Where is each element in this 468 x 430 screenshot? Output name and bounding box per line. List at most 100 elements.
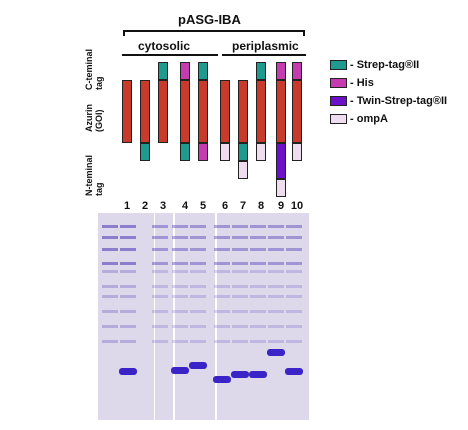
gel-faint-band bbox=[102, 262, 118, 265]
gel-faint-band bbox=[268, 340, 284, 343]
gel-faint-band bbox=[232, 248, 248, 251]
legend-label-1: - His bbox=[350, 77, 374, 89]
azurin-bar-lane-10 bbox=[292, 80, 302, 143]
gel-faint-band bbox=[120, 325, 136, 328]
gel-faint-band bbox=[214, 295, 230, 298]
gel-faint-band bbox=[120, 310, 136, 313]
gel-faint-band bbox=[120, 236, 136, 239]
gel-faint-band bbox=[232, 262, 248, 265]
gel-panel-left bbox=[98, 213, 154, 420]
gel-faint-band bbox=[120, 295, 136, 298]
lane-numbers: 1 2 3 4 5 6 7 8 9 10 bbox=[0, 200, 468, 214]
gel-faint-band bbox=[152, 225, 168, 228]
periplasmic-bracket bbox=[222, 54, 306, 59]
gel-faint-band bbox=[190, 270, 206, 273]
gel-faint-band bbox=[172, 310, 188, 313]
legend-label-3: - ompA bbox=[350, 113, 388, 125]
n-tag-lane-10-ompA bbox=[292, 143, 302, 161]
n-tag-lane-7-ompA bbox=[238, 161, 248, 179]
gel-faint-band bbox=[268, 248, 284, 251]
gel-faint-band bbox=[286, 325, 302, 328]
gel-faint-band bbox=[120, 248, 136, 251]
lane-number-7: 7 bbox=[239, 200, 247, 212]
gel-faint-band bbox=[190, 262, 206, 265]
gel-faint-band bbox=[250, 285, 266, 288]
c-tag-lane-10 bbox=[292, 62, 302, 80]
n-tag-lane-7-strep bbox=[238, 143, 248, 161]
gel-faint-band bbox=[120, 285, 136, 288]
periplasmic-label: periplasmic bbox=[232, 39, 299, 53]
gel-faint-band bbox=[172, 262, 188, 265]
gel-faint-band bbox=[190, 310, 206, 313]
gel-faint-band bbox=[120, 225, 136, 228]
gel-faint-band bbox=[286, 270, 302, 273]
expression-band-lane-4 bbox=[171, 367, 189, 374]
gel-faint-band bbox=[232, 225, 248, 228]
azurin-bar-lane-4 bbox=[180, 80, 190, 143]
azurin-bar-lane-3 bbox=[158, 80, 168, 143]
gel-panel-lane3 bbox=[155, 213, 173, 420]
c-tag-lane-8 bbox=[256, 62, 266, 80]
figure-title: pASG-IBA bbox=[178, 12, 241, 27]
gel-faint-band bbox=[214, 310, 230, 313]
gel-panel-cyto45 bbox=[175, 213, 215, 420]
gel-faint-band bbox=[250, 295, 266, 298]
n-tag-lane-6-ompA bbox=[220, 143, 230, 161]
gel-faint-band bbox=[172, 270, 188, 273]
gel-faint-band bbox=[286, 340, 302, 343]
lane-number-10: 10 bbox=[290, 200, 304, 212]
gel-faint-band bbox=[152, 340, 168, 343]
legend-label-0: - Strep-tag®II bbox=[350, 59, 420, 71]
gel-faint-band bbox=[268, 325, 284, 328]
gel-faint-band bbox=[286, 285, 302, 288]
gel-faint-band bbox=[152, 270, 168, 273]
gel-faint-band bbox=[102, 325, 118, 328]
gel-faint-band bbox=[286, 310, 302, 313]
legend: - Strep-tag®II - His - Twin-Strep-tag®II - … bbox=[330, 59, 468, 130]
gel-faint-band bbox=[172, 225, 188, 228]
gel-faint-band bbox=[232, 270, 248, 273]
gel-faint-band bbox=[172, 325, 188, 328]
title-bracket bbox=[123, 30, 305, 36]
n-tag-lane-8-ompA bbox=[256, 143, 266, 161]
gel-faint-band bbox=[172, 340, 188, 343]
n-tag-lane-2-strep bbox=[140, 143, 150, 161]
gel-faint-band bbox=[214, 262, 230, 265]
lane-number-3: 3 bbox=[159, 200, 167, 212]
gel-faint-band bbox=[214, 248, 230, 251]
expression-band-lane-5 bbox=[189, 362, 207, 369]
gel-faint-band bbox=[232, 340, 248, 343]
gel-faint-band bbox=[268, 262, 284, 265]
gel-faint-band bbox=[268, 285, 284, 288]
gel-faint-band bbox=[268, 295, 284, 298]
gel-faint-band bbox=[286, 236, 302, 239]
gel-faint-band bbox=[286, 248, 302, 251]
lane-number-4: 4 bbox=[181, 200, 189, 212]
lane-number-2: 2 bbox=[141, 200, 149, 212]
gel-faint-band bbox=[190, 248, 206, 251]
gel-faint-band bbox=[172, 236, 188, 239]
gel-faint-band bbox=[152, 236, 168, 239]
gel-faint-band bbox=[152, 295, 168, 298]
gel-faint-band bbox=[102, 310, 118, 313]
gel-faint-band bbox=[152, 248, 168, 251]
gel-faint-band bbox=[102, 236, 118, 239]
lane-number-1: 1 bbox=[123, 200, 131, 212]
azurin-bar-lane-9 bbox=[276, 80, 286, 143]
expression-band-lane-9 bbox=[267, 349, 285, 356]
legend-swatch-3 bbox=[330, 114, 347, 124]
lane-number-6: 6 bbox=[221, 200, 229, 212]
gel-faint-band bbox=[190, 340, 206, 343]
expression-band-lane-10 bbox=[285, 368, 303, 375]
gel-faint-band bbox=[172, 295, 188, 298]
expression-band-lane-7 bbox=[231, 371, 249, 378]
gel-faint-band bbox=[232, 285, 248, 288]
expression-band-lane-8 bbox=[249, 371, 267, 378]
gel-faint-band bbox=[120, 270, 136, 273]
lane-number-8: 8 bbox=[257, 200, 265, 212]
gel-faint-band bbox=[152, 310, 168, 313]
gel-faint-band bbox=[152, 325, 168, 328]
azurin-bar-lane-1 bbox=[122, 80, 132, 143]
gel-faint-band bbox=[250, 325, 266, 328]
